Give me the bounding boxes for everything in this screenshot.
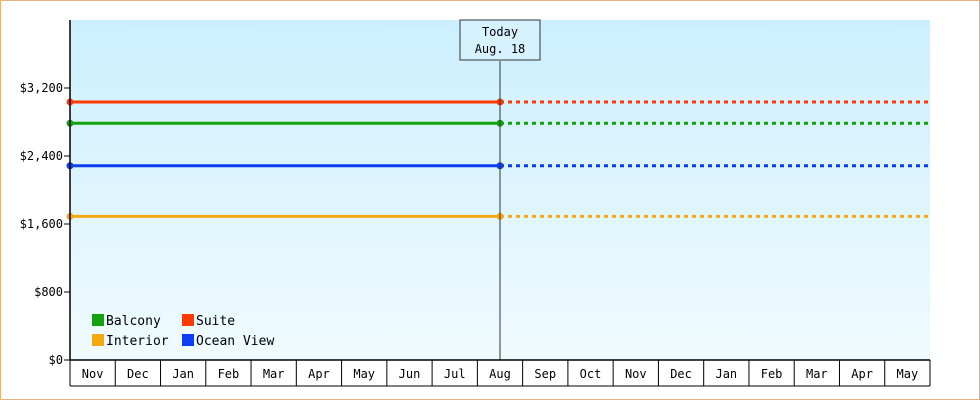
legend-label-interior: Interior	[106, 334, 169, 349]
legend-label-ocean-view: Ocean View	[196, 334, 274, 349]
x-tick-label: Apr	[308, 367, 330, 381]
x-tick-label: Sep	[534, 367, 556, 381]
legend-swatch-interior	[92, 334, 104, 346]
x-tick-label: Aug	[489, 367, 511, 381]
x-tick-label: Nov	[625, 367, 647, 381]
legend: Balcony Suite Interior Ocean View	[92, 314, 274, 349]
y-tick-label: $800	[34, 285, 63, 299]
legend-label-suite: Suite	[196, 314, 235, 329]
x-tick-label: Feb	[761, 367, 783, 381]
y-tick-label: $1,600	[20, 217, 63, 231]
y-tick-label: $0	[49, 353, 63, 367]
today-label-line2: Aug. 18	[475, 42, 526, 56]
x-tick-label: Jan	[715, 367, 737, 381]
x-tick-label: Mar	[806, 367, 828, 381]
x-tick-label: May	[353, 367, 375, 381]
x-tick-label: Feb	[218, 367, 240, 381]
x-tick-label: Nov	[82, 367, 104, 381]
legend-label-balcony: Balcony	[106, 314, 161, 329]
legend-swatch-ocean-view	[182, 334, 194, 346]
x-tick-label: Jun	[399, 367, 421, 381]
legend-swatch-suite	[182, 314, 194, 326]
series-layer	[66, 98, 932, 220]
x-tick-label: Dec	[127, 367, 149, 381]
x-tick-label: Jan	[172, 367, 194, 381]
legend-swatch-balcony	[92, 314, 104, 326]
today-marker: Today Aug. 18	[459, 19, 541, 360]
y-tick-label: $2,400	[20, 149, 63, 163]
x-tick-label: Oct	[580, 367, 602, 381]
x-tick-label: Apr	[851, 367, 873, 381]
x-tick-label: May	[897, 367, 919, 381]
axes: $0 $800 $1,600 $2,400 $3,200 Nov Dec Jan Feb Mar A…	[20, 20, 931, 387]
today-label-line1: Today	[482, 25, 518, 39]
x-tick-label: Mar	[263, 367, 285, 381]
today-label-box	[459, 19, 541, 61]
x-tick-label: Jul	[444, 367, 466, 381]
y-tick-label: $3,200	[20, 81, 63, 95]
x-tick-label: Dec	[670, 367, 692, 381]
